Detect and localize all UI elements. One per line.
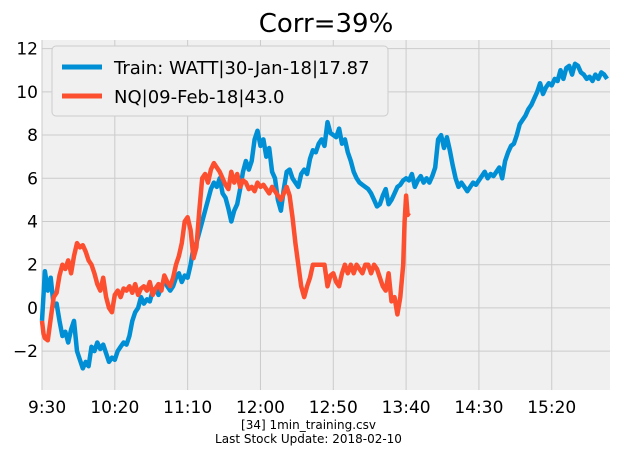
- legend-label-train: Train: WATT|30-Jan-18|17.87: [113, 58, 370, 79]
- x-tick-label: 12:50: [309, 398, 358, 418]
- series-layer: [39, 61, 609, 371]
- y-tick-label: 0: [27, 299, 38, 319]
- legend: Train: WATT|30-Jan-18|17.87 NQ|09-Feb-18…: [51, 45, 389, 117]
- y-tick-label: 10: [16, 83, 38, 103]
- y-tick-label: −2: [13, 342, 38, 362]
- y-tick-label: 4: [27, 212, 38, 232]
- x-tick-label: 10:20: [90, 398, 139, 418]
- chart-title: Corr=39%: [259, 9, 394, 39]
- x-tick-label: 12:00: [236, 398, 285, 418]
- legend-box: [51, 45, 389, 117]
- caption-filename: [34] 1min_training.csv: [241, 418, 376, 432]
- y-tick-label: 8: [27, 126, 38, 146]
- x-tick-label: 15:20: [527, 398, 576, 418]
- x-tick-label: 11:10: [163, 398, 212, 418]
- y-tick-label: 6: [27, 169, 38, 189]
- tick-labels: 12 10 8 6 4 2 0 −2 9:30 10:20 11:10 12:00 12:50 13:40…: [13, 40, 576, 418]
- x-tick-label: 9:30: [28, 398, 66, 418]
- series-nq-line: [39, 160, 411, 343]
- y-tick-label: 12: [16, 40, 38, 60]
- series-train-line: [39, 61, 609, 371]
- y-tick-label: 2: [27, 256, 38, 276]
- x-tick-label: 13:40: [382, 398, 431, 418]
- caption-last-update: Last Stock Update: 2018-02-10: [215, 432, 402, 446]
- x-tick-label: 14:30: [454, 398, 503, 418]
- legend-label-nq: NQ|09-Feb-18|43.0: [114, 87, 285, 108]
